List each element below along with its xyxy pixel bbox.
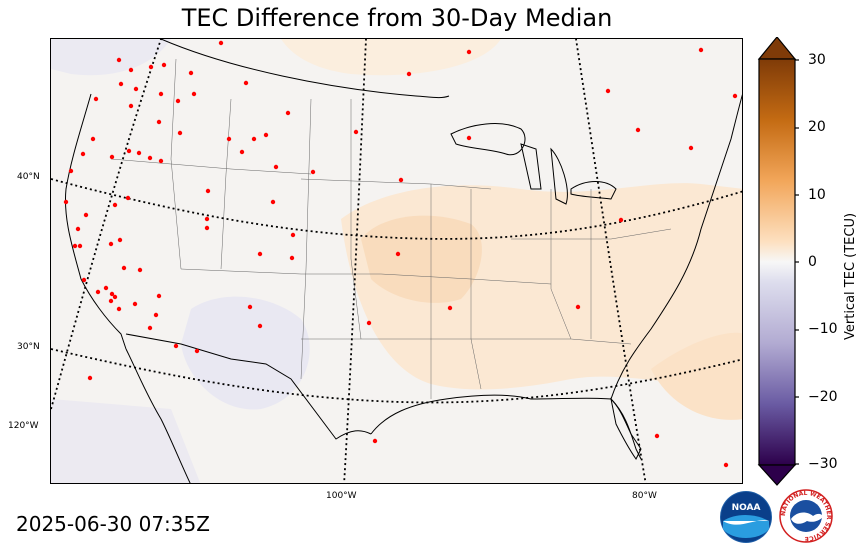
noaa-logo-text: NOAA: [732, 503, 761, 513]
colorbar-tick-neg30: −30: [808, 456, 838, 472]
colorbar-label: Vertical TEC (TECU): [843, 212, 858, 340]
map-panel: [50, 38, 743, 484]
mexico-border: [125, 333, 372, 440]
colorbar-tick-10: 10: [808, 187, 826, 203]
negative-anomaly-southwest: [51, 399, 201, 483]
state-boundaries: [110, 58, 672, 399]
positive-anomaly-north: [281, 39, 501, 76]
colorbar-bottom-extension: [757, 464, 797, 486]
colorbar-tick-neg10: −10: [808, 321, 838, 337]
gulf-coastline: [370, 394, 642, 460]
east-coastline: [610, 94, 742, 400]
colorbar-tick-neg20: −20: [808, 389, 838, 405]
nws-logo: NATIONAL WEATHER SERVICE: [779, 489, 833, 543]
colorbar-tick-30: 30: [808, 52, 826, 68]
florida: [610, 397, 642, 460]
lon-label-120w: 120°W: [8, 421, 39, 431]
canada-border: [160, 39, 450, 99]
west-coastline: [64, 93, 127, 350]
lat-label-40n: 40°N: [17, 172, 40, 182]
colorbar-top-extension: [757, 37, 797, 60]
lat-label-30n: 30°N: [17, 342, 40, 352]
graticule: [51, 39, 742, 483]
timestamp: 2025-06-30 07:35Z: [16, 512, 210, 536]
colorbar-tick-20: 20: [808, 119, 826, 135]
lon-label-100w: 100°W: [326, 491, 357, 501]
colorbar-tick-0: 0: [808, 254, 817, 270]
negative-anomaly-west: [181, 296, 310, 410]
negative-anomaly-north: [51, 39, 171, 76]
map-svg: [51, 39, 742, 483]
positive-anomaly-east: [651, 332, 742, 420]
chart-title: TEC Difference from 30-Day Median: [181, 4, 613, 32]
colorbar-gradient: [758, 58, 796, 466]
noaa-logo: NOAA: [720, 491, 772, 543]
great-lakes: [450, 123, 617, 205]
colorbar: [757, 37, 799, 486]
station-markers: [63, 40, 738, 468]
lon-label-80w: 80°W: [632, 491, 657, 501]
